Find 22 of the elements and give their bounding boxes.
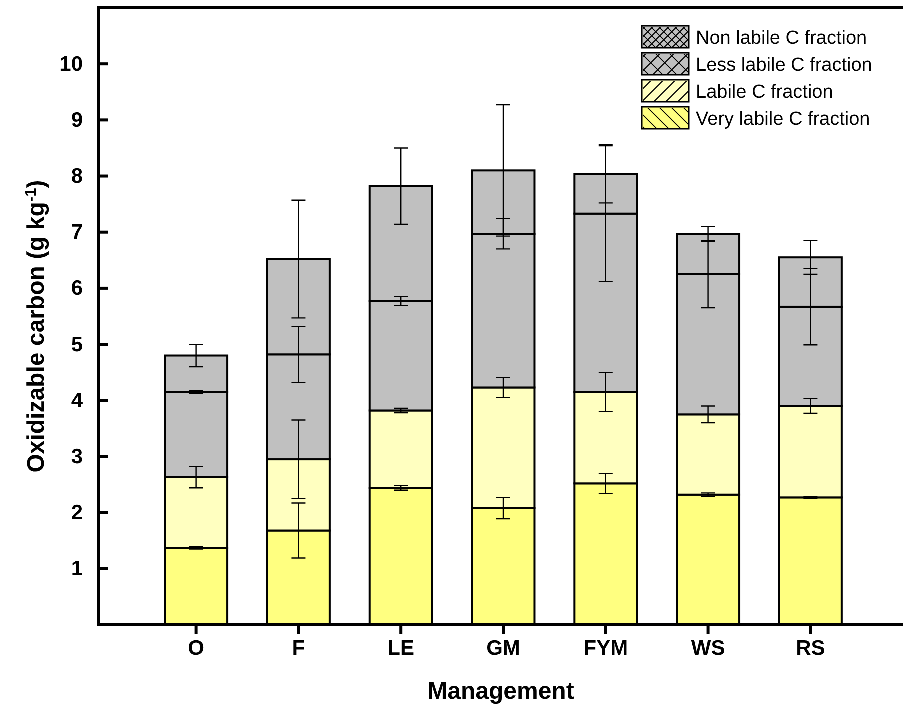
y-tick-label: 3 xyxy=(71,445,83,468)
x-tick-label: LE xyxy=(388,636,415,660)
y-tick-label: 2 xyxy=(71,502,83,525)
legend-label: Non labile C fraction xyxy=(696,28,868,49)
x-tick-label: FYM xyxy=(584,636,628,660)
x-tick-label: GM xyxy=(486,636,520,660)
x-tick-label: O xyxy=(188,636,204,660)
y-tick-label: 6 xyxy=(71,277,83,300)
y-tick-label: 4 xyxy=(71,389,84,412)
y-tick-label: 8 xyxy=(71,164,84,188)
y-tick-label: 5 xyxy=(71,333,84,356)
y-tick-label: 1 xyxy=(71,558,84,581)
x-tick-label: F xyxy=(292,636,306,660)
y-tick-label: 9 xyxy=(71,108,83,132)
legend-label: Labile C fraction xyxy=(696,82,834,103)
y-tick-label: 7 xyxy=(71,221,83,244)
x-tick-label: WS xyxy=(691,636,726,660)
x-axis-title: Management xyxy=(428,678,574,705)
x-tick-label: RS xyxy=(796,636,826,660)
legend-label: Less labile C fraction xyxy=(696,55,872,76)
legend-label: Very labile C fraction xyxy=(696,109,870,130)
y-tick-label: 10 xyxy=(60,52,83,76)
